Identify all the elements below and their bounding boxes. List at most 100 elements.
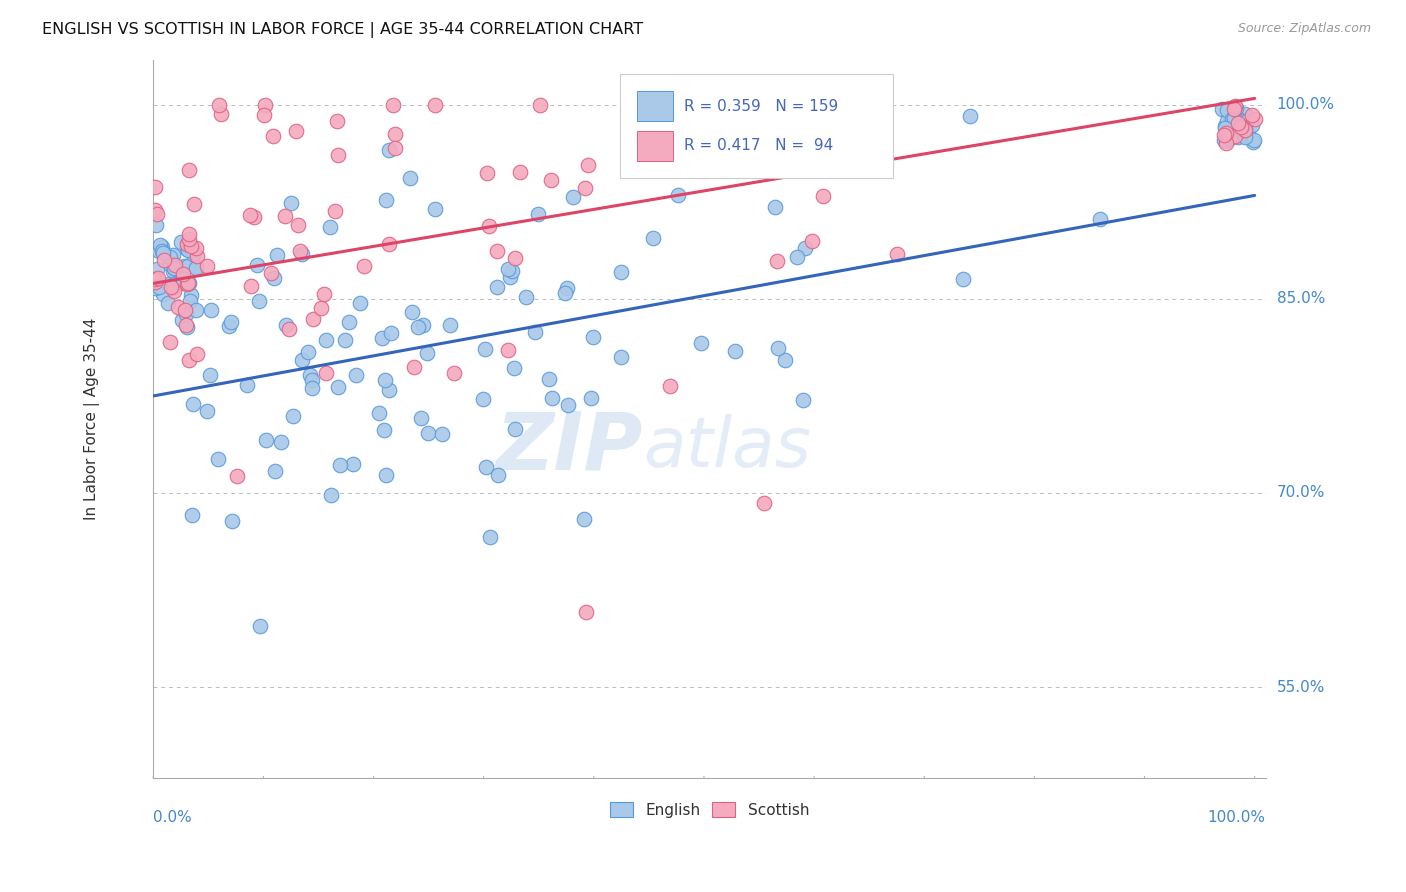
Point [145, 271, 167, 285]
Point [302, 312, 325, 326]
Point [1222, 112, 1244, 126]
Point [163, 261, 186, 276]
Point [186, 241, 208, 255]
Point [1225, 101, 1247, 115]
Point [399, 171, 422, 186]
Point [270, 435, 292, 450]
Text: 100.0%: 100.0% [1277, 97, 1334, 112]
Point [195, 404, 218, 418]
Point [371, 331, 394, 345]
Point [207, 451, 229, 466]
Point [236, 377, 259, 392]
Point [254, 98, 277, 112]
Point [711, 98, 734, 112]
Point [280, 195, 302, 210]
Point [499, 270, 522, 285]
Point [145, 180, 167, 194]
Point [176, 242, 198, 256]
Point [179, 294, 201, 309]
Point [148, 244, 170, 258]
Point [540, 391, 562, 405]
Point [342, 458, 364, 472]
Point [412, 318, 434, 332]
Point [325, 203, 347, 218]
Point [886, 247, 908, 261]
Point [247, 293, 270, 308]
Point [554, 285, 576, 300]
Point [1234, 130, 1257, 145]
Point [766, 254, 789, 268]
Point [401, 305, 423, 319]
Point [474, 342, 496, 356]
Point [173, 302, 195, 317]
Point [527, 206, 550, 220]
Point [181, 247, 204, 261]
Point [162, 281, 184, 295]
Point [384, 127, 406, 141]
Point [754, 496, 776, 510]
Point [1090, 212, 1112, 227]
Point [498, 343, 520, 358]
Text: Source: ZipAtlas.com: Source: ZipAtlas.com [1237, 22, 1371, 36]
Point [471, 392, 494, 407]
Point [291, 353, 314, 368]
Point [315, 333, 337, 347]
Point [1211, 102, 1233, 116]
Point [1226, 125, 1249, 139]
Point [402, 360, 425, 375]
Point [515, 290, 537, 304]
Point [537, 372, 560, 386]
Point [209, 107, 232, 121]
Point [274, 318, 297, 332]
Point [163, 284, 186, 298]
Point [702, 151, 724, 165]
Point [430, 426, 453, 441]
Point [1243, 112, 1265, 126]
Point [262, 128, 284, 143]
Point [186, 259, 208, 273]
Point [160, 280, 183, 294]
Point [176, 238, 198, 252]
Point [180, 239, 202, 253]
Point [344, 368, 367, 383]
Point [724, 343, 747, 358]
Point [574, 180, 596, 194]
Point [299, 368, 322, 382]
Point [249, 619, 271, 633]
Point [572, 512, 595, 526]
Text: 85.0%: 85.0% [1277, 292, 1324, 307]
Point [198, 368, 221, 382]
Point [423, 98, 446, 112]
Point [380, 326, 402, 340]
Point [794, 241, 817, 255]
Point [172, 267, 194, 281]
Point [475, 166, 498, 180]
Point [150, 244, 173, 258]
Point [811, 151, 834, 165]
Point [285, 124, 308, 138]
Point [529, 98, 551, 112]
Point [176, 243, 198, 257]
Text: ZIP: ZIP [495, 409, 643, 486]
Point [166, 275, 188, 289]
Point [176, 320, 198, 334]
Point [176, 277, 198, 291]
Point [503, 251, 526, 265]
Point [309, 301, 332, 316]
Point [474, 460, 496, 475]
Point [540, 172, 562, 186]
Point [576, 158, 599, 172]
Point [952, 272, 974, 286]
Point [375, 468, 398, 483]
Point [152, 245, 174, 260]
Point [174, 307, 197, 321]
Point [1236, 114, 1258, 128]
Point [157, 277, 180, 291]
Point [162, 248, 184, 262]
Text: ENGLISH VS SCOTTISH IN LABOR FORCE | AGE 35-44 CORRELATION CHART: ENGLISH VS SCOTTISH IN LABOR FORCE | AGE… [42, 22, 644, 38]
Point [152, 286, 174, 301]
Point [658, 379, 681, 393]
Point [143, 281, 166, 295]
Point [1216, 133, 1239, 147]
Point [329, 458, 352, 472]
